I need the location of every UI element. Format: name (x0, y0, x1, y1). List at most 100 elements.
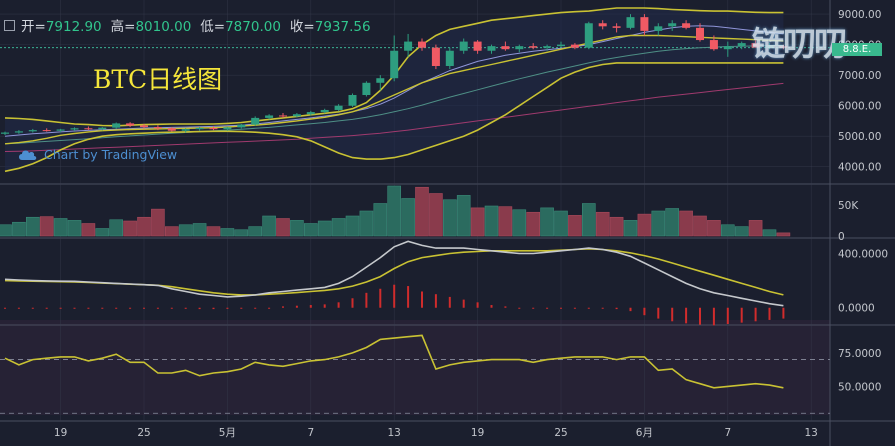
candle-body (320, 109, 329, 113)
open-value: 7912.90 (45, 19, 102, 35)
ma-mid-line (4, 44, 784, 145)
candle (487, 44, 496, 54)
candle (56, 128, 65, 133)
volume-bar (679, 210, 693, 237)
date-tick-label: 13 (388, 427, 401, 439)
price-panel (0, 7, 830, 173)
candle-body (668, 23, 677, 27)
price-tick-label: 5000.00 (838, 131, 881, 143)
volume-bar (206, 226, 221, 237)
volume-bar (401, 198, 415, 237)
volume-tick-label: 50K (838, 200, 859, 212)
candle-body (56, 129, 65, 131)
volume-bar (0, 224, 12, 237)
candle-body (348, 95, 357, 106)
candle (140, 124, 148, 129)
date-tick-label: 19 (54, 427, 67, 439)
volume-bar (317, 220, 332, 237)
candle-body (195, 127, 204, 130)
volume-bar (95, 228, 110, 237)
volume-bar (387, 185, 402, 237)
volume-bar (540, 207, 554, 237)
candle (570, 43, 579, 50)
candle-body (445, 50, 454, 66)
open-label: 开 (21, 19, 35, 35)
price-tag: 8.8.E. (832, 43, 882, 56)
candle (167, 127, 176, 132)
candle-body (251, 117, 260, 125)
volume-bar (12, 221, 26, 237)
volume-bar (81, 223, 96, 237)
candle-body (779, 46, 788, 48)
rsi-panel (0, 334, 830, 414)
volume-bar (512, 209, 527, 237)
candle-body (418, 41, 426, 48)
candle-body (723, 46, 732, 50)
volume-bar (581, 203, 596, 237)
candle (376, 75, 385, 91)
candle-body (654, 26, 663, 31)
candle (612, 23, 621, 33)
volume-bar (262, 215, 276, 237)
volume-bar (776, 232, 791, 237)
volume-bar (331, 218, 346, 237)
ma-fast-line (4, 25, 784, 137)
candle (557, 41, 565, 48)
volume-bar (67, 220, 82, 237)
candle (70, 127, 79, 132)
candle-body (570, 44, 579, 48)
candle (237, 124, 246, 129)
candle-body (209, 127, 218, 130)
candle (751, 38, 760, 48)
candle (459, 38, 468, 54)
close-value: 7937.56 (314, 19, 371, 35)
tradingview-attribution[interactable]: Chart by TradingView (18, 147, 177, 162)
volume-bar (595, 211, 610, 237)
date-tick-label: 25 (554, 427, 567, 439)
volume-bar (748, 220, 763, 237)
candle (334, 104, 343, 112)
candle-body (223, 127, 232, 130)
volume-tick-label: 0 (838, 231, 845, 243)
chart-title: BTC日线图 (93, 65, 223, 94)
candle-body (112, 123, 121, 128)
high-label: 高 (110, 19, 125, 35)
candle (723, 41, 732, 57)
volume-bar (234, 229, 249, 237)
volume-bar (734, 226, 749, 237)
candle-body (640, 17, 649, 31)
macd-tick-label: 0.0000 (838, 303, 875, 315)
candle (682, 20, 691, 30)
candle-body (140, 125, 148, 128)
volume-bar (359, 210, 374, 237)
candle-body (126, 123, 135, 126)
date-tick-label: 7 (724, 427, 731, 439)
volume-bar (456, 195, 471, 237)
high-value: 8010.00 (135, 19, 192, 35)
candle (126, 122, 135, 128)
candle (640, 14, 649, 36)
candle (598, 20, 607, 30)
watermark-logo: 链叨叨 (752, 24, 847, 63)
candle (223, 127, 232, 131)
rsi-line (4, 334, 784, 389)
candle-body (765, 46, 774, 48)
candle-body (265, 115, 274, 118)
candle-body (404, 41, 413, 51)
candle (431, 44, 440, 70)
candle-body (557, 44, 565, 47)
close-label: 收 (289, 19, 304, 35)
volume-bar (53, 218, 68, 237)
rsi-tick-label: 50.0000 (838, 381, 881, 393)
candle (362, 81, 371, 97)
candle-body (14, 131, 23, 133)
candle (626, 14, 635, 30)
candle (668, 20, 677, 31)
candle (348, 93, 357, 107)
volume-bar (498, 206, 513, 237)
candle-body (390, 50, 399, 79)
candle-body (626, 17, 635, 28)
volume-bar (25, 216, 40, 237)
expand-toggle-icon[interactable] (4, 20, 15, 31)
price-tick-label: 7000.00 (838, 70, 881, 82)
